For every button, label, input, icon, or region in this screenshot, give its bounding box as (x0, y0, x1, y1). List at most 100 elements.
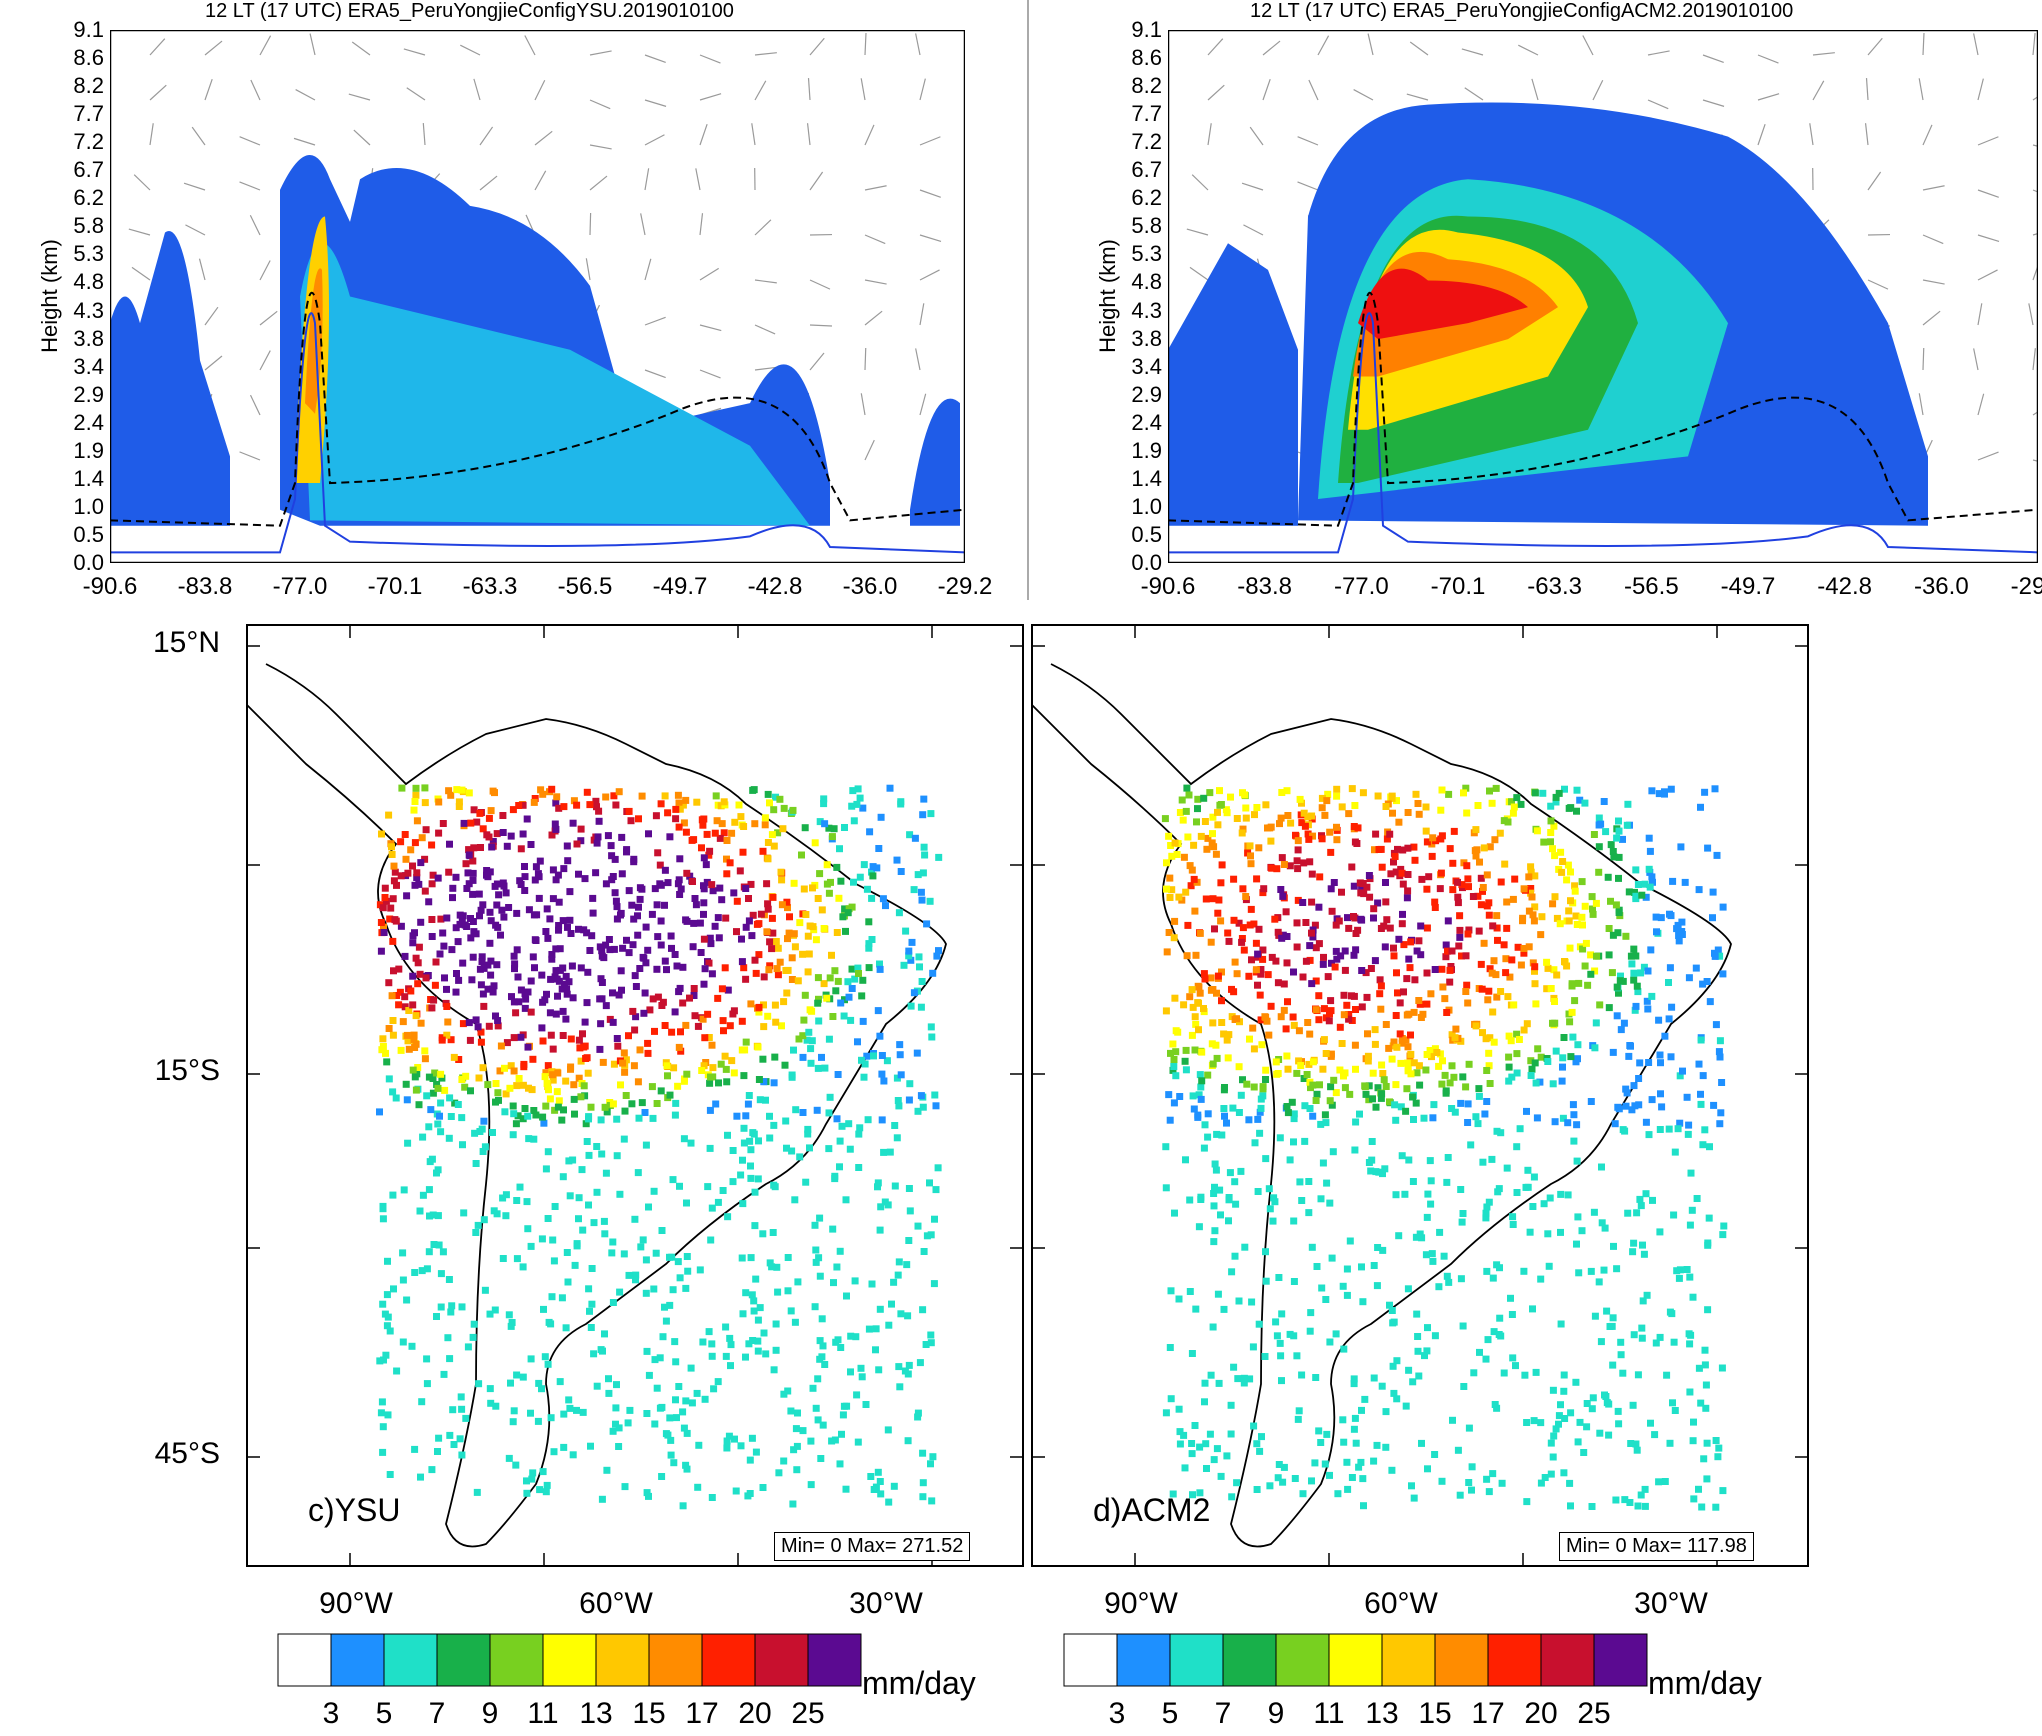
colorbar-label: 17 (1471, 1697, 1505, 1730)
map-frame (246, 624, 1024, 1567)
map-longitude-label: 30°W (849, 1587, 923, 1620)
colorbar-swatch (1169, 1633, 1224, 1687)
map-latitude-label: 45°S (154, 1437, 220, 1470)
y-tick-label: 8.6 (73, 45, 104, 71)
y-tick-label: 8.2 (73, 73, 104, 99)
colorbar-label: 7 (1214, 1697, 1232, 1730)
y-tick-label: 2.4 (1131, 409, 1162, 435)
y-tick-label: 4.3 (1131, 297, 1162, 323)
y-tick-label: 0.5 (73, 521, 104, 547)
map-latitude-label: 15°N (152, 626, 220, 659)
cross-section-plot (1168, 30, 2038, 563)
y-tick-label: 5.8 (73, 213, 104, 239)
min-max-box: Min= 0 Max= 271.52 (774, 1532, 971, 1561)
colorbar-swatch (330, 1633, 385, 1687)
colorbar-swatch (277, 1633, 332, 1687)
y-tick-label: 0.5 (1131, 521, 1162, 547)
x-tick-label: -49.7 (1720, 573, 1776, 600)
colorbar-label: 25 (791, 1697, 825, 1730)
y-tick-label: 1.9 (73, 437, 104, 463)
colorbar-label: 9 (481, 1697, 499, 1730)
colorbar-label: 3 (1108, 1697, 1126, 1730)
x-tick-label: -83.8 (177, 573, 233, 600)
colorbar-swatch (542, 1633, 597, 1687)
colorbar-swatch (1275, 1633, 1330, 1687)
colorbar-swatch (701, 1633, 756, 1687)
colorbar-label: 17 (685, 1697, 719, 1730)
colorbar-swatch (383, 1633, 438, 1687)
colorbar-label: 11 (1313, 1697, 1345, 1730)
precipitation-field (1161, 784, 1728, 1511)
map-panel-label: d)ACM2 (1093, 1492, 1211, 1528)
y-tick-label: 5.8 (1131, 213, 1162, 239)
colorbar-label: 11 (527, 1697, 559, 1730)
y-tick-label: 1.9 (1131, 437, 1162, 463)
y-tick-label: 3.4 (1131, 353, 1162, 379)
cross-section-title: 12 LT (17 UTC) ERA5_PeruYongjieConfigACM… (1250, 0, 1794, 22)
x-tick-label: -29.2 (2010, 573, 2042, 600)
colorbar-label: 3 (322, 1697, 340, 1730)
colorbar-swatch (1487, 1633, 1542, 1687)
y-tick-label: 3.8 (1131, 325, 1162, 351)
boundary-layer-height-line (1168, 291, 2038, 527)
y-tick-label: 3.8 (73, 325, 104, 351)
colorbar-label: 13 (1365, 1697, 1399, 1730)
map-latitude-label: 15°S (154, 1054, 220, 1087)
y-tick-label: 7.7 (1131, 101, 1162, 127)
colorbar-unit: mm/day (1648, 1665, 1762, 1701)
y-tick-label: 1.4 (73, 465, 104, 491)
map-longitude-label: 90°W (319, 1587, 393, 1620)
colorbar-swatch (1328, 1633, 1383, 1687)
colorbar-label: 7 (428, 1697, 446, 1730)
terrain-height-line (110, 312, 965, 554)
colorbar-swatch (754, 1633, 809, 1687)
colorbar-swatch (1540, 1633, 1595, 1687)
panel-divider-vertical (1027, 0, 1029, 600)
colorbar (277, 1633, 862, 1687)
y-tick-label: 4.8 (1131, 269, 1162, 295)
colorbar-label: 25 (1577, 1697, 1611, 1730)
y-tick-label: 1.0 (73, 493, 104, 519)
plot-frame (1168, 30, 2038, 563)
colorbar-label: 20 (738, 1697, 772, 1730)
y-tick-label: 9.1 (1131, 17, 1162, 42)
min-max-box: Min= 0 Max= 117.98 (1559, 1532, 1754, 1561)
precipitation-map (1031, 624, 1809, 1567)
x-tick-label: -90.6 (1140, 573, 1196, 600)
y-tick-label: 2.4 (73, 409, 104, 435)
cloud-water-shading (1168, 102, 1928, 526)
x-tick-label: -77.0 (1333, 573, 1389, 600)
x-tick-label: -77.0 (272, 573, 328, 600)
colorbar-swatch (1434, 1633, 1489, 1687)
x-tick-label: -29.2 (937, 573, 993, 600)
y-tick-label: 7.7 (73, 101, 104, 127)
y-tick-label: 1.0 (1131, 493, 1162, 519)
precipitation-map (246, 624, 1024, 1567)
boundary-layer-height-line (110, 291, 965, 527)
x-tick-label: -63.3 (462, 573, 518, 600)
colorbar-swatch (807, 1633, 862, 1687)
plot-frame (110, 30, 965, 563)
cross-section-plot (110, 30, 965, 563)
cross-section-title: 12 LT (17 UTC) ERA5_PeruYongjieConfigYSU… (205, 0, 734, 22)
colorbar-swatch (1381, 1633, 1436, 1687)
x-tick-label: -36.0 (842, 573, 898, 600)
y-tick-label: 6.7 (73, 157, 104, 183)
map-longitude-label: 90°W (1104, 1587, 1178, 1620)
x-tick-label: -49.7 (652, 573, 708, 600)
colorbar-label: 20 (1524, 1697, 1558, 1730)
y-tick-label: 1.4 (1131, 465, 1162, 491)
map-longitude-label: 60°W (1364, 1587, 1438, 1620)
cloud-water-shading (110, 155, 960, 526)
colorbar-label: 13 (579, 1697, 613, 1730)
y-tick-label: 8.2 (1131, 73, 1162, 99)
colorbar-swatch (1593, 1633, 1648, 1687)
colorbar-label: 5 (1161, 1697, 1179, 1730)
colorbar-swatch (1116, 1633, 1171, 1687)
y-tick-label: 7.2 (73, 129, 104, 155)
x-tick-label: -36.0 (1913, 573, 1969, 600)
y-tick-label: 2.9 (73, 381, 104, 407)
map-longitude-label: 30°W (1634, 1587, 1708, 1620)
colorbar-swatch (489, 1633, 544, 1687)
colorbar-unit: mm/day (862, 1665, 976, 1701)
